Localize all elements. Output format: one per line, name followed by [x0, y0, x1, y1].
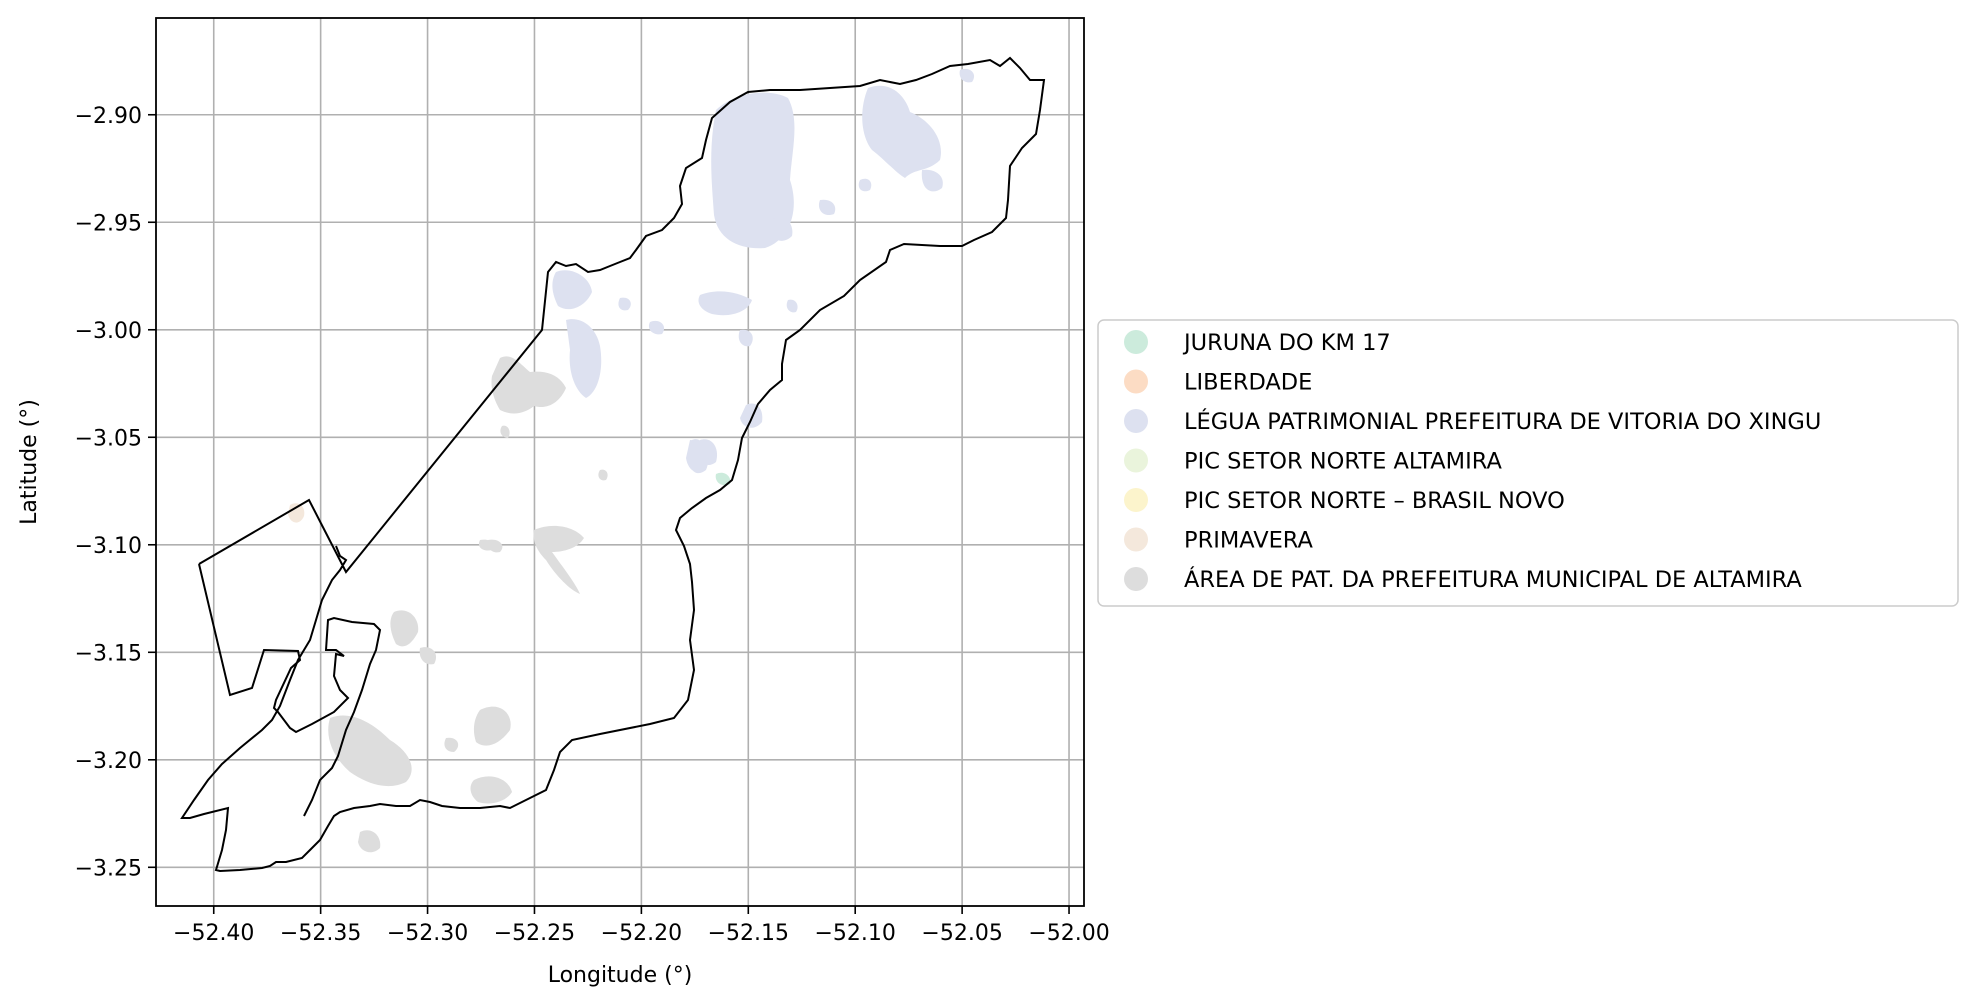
area-legua-patrimonial — [921, 169, 943, 192]
area-legua-patrimonial — [618, 297, 631, 311]
legend: JURUNA DO KM 17 LIBERDADE LÉGUA PATRIMONIA… — [1097, 319, 1959, 607]
x-tick-label: −52.00 — [1028, 921, 1109, 946]
area-altamira — [444, 737, 459, 752]
area-primavera — [288, 503, 305, 523]
legend-marker — [1124, 330, 1148, 354]
legend-marker — [1124, 409, 1148, 433]
x-axis-ticks: −52.40 −52.35 −52.30 −52.25 −52.20 −52.15 −52.… — [173, 906, 1110, 946]
x-tick-label: −52.30 — [387, 921, 468, 946]
x-tick-label: −52.10 — [814, 921, 895, 946]
legend-marker — [1124, 527, 1148, 552]
plot-area — [156, 18, 1084, 906]
area-altamira — [390, 610, 419, 647]
area-legua-patrimonial — [711, 92, 795, 249]
area-altamira — [500, 425, 510, 438]
area-legua-patrimonial — [818, 199, 836, 216]
area-altamira — [487, 539, 503, 553]
area-altamira — [470, 776, 512, 804]
area-altamira — [328, 715, 412, 787]
y-tick-label: −3.05 — [75, 426, 142, 451]
y-tick-label: −3.10 — [75, 534, 142, 559]
legend-label: ÁREA DE PAT. DA PREFEITURA MUNICIPAL DE … — [1184, 565, 1802, 593]
area-legua-patrimonial — [689, 443, 709, 474]
area-altamira — [473, 706, 511, 746]
area-legua-patrimonial — [566, 319, 602, 398]
x-tick-label: −52.20 — [601, 921, 682, 946]
boundary-outline — [198, 563, 382, 817]
legend-marker — [1124, 488, 1148, 512]
legend-label: LIBERDADE — [1184, 370, 1312, 396]
x-tick-label: −52.05 — [921, 921, 1002, 946]
area-legua-patrimonial — [959, 68, 975, 83]
area-altamira — [533, 525, 584, 594]
area-legua-patrimonial — [862, 85, 941, 178]
area-legua-patrimonial — [738, 329, 753, 347]
plot-frame — [155, 17, 1085, 907]
area-legua-patrimonial — [786, 299, 798, 313]
y-axis-ticks: −2.90 −2.95 −3.00 −3.05 −3.10 −3.15 −3.20 −3.25 — [75, 104, 156, 881]
legend-marker — [1124, 369, 1148, 394]
area-legua-patrimonial — [552, 270, 592, 310]
y-tick-label: −2.95 — [75, 211, 142, 236]
x-tick-label: −52.25 — [494, 921, 575, 946]
legend-items: JURUNA DO KM 17 LIBERDADE LÉGUA PATRIMONIA… — [1124, 330, 1821, 593]
y-tick-label: −3.15 — [75, 641, 142, 666]
legend-label: PIC SETOR NORTE – BRASIL NOVO — [1184, 488, 1565, 514]
area-altamira — [419, 647, 437, 665]
legend-label: PIC SETOR NORTE ALTAMIRA — [1184, 449, 1502, 475]
area-legua-patrimonial — [858, 178, 872, 192]
legend-marker — [1124, 567, 1148, 591]
legend-label: PRIMAVERA — [1184, 528, 1314, 554]
area-legua-patrimonial — [698, 291, 752, 316]
area-altamira — [358, 830, 381, 853]
y-tick-label: −2.90 — [75, 104, 142, 129]
x-tick-label: −52.15 — [708, 921, 789, 946]
area-legua-patrimonial — [768, 217, 793, 241]
legend-box — [1097, 319, 1959, 607]
area-legua-patrimonial — [746, 404, 758, 419]
y-tick-label: −3.25 — [75, 856, 142, 881]
x-tick-label: −52.40 — [173, 921, 254, 946]
y-tick-label: −3.00 — [75, 319, 142, 344]
boundary-outline — [180, 56, 1046, 873]
area-legua-patrimonial — [648, 320, 665, 335]
legend-label: LÉGUA PATRIMONIAL PREFEITURA DE VITORIA … — [1184, 407, 1821, 435]
x-axis-label: Longitude (°) — [548, 963, 693, 988]
area-altamira — [598, 469, 608, 481]
y-axis-label: Latitude (°) — [17, 399, 42, 525]
settlement-areas — [288, 68, 975, 853]
y-tick-label: −3.20 — [75, 749, 142, 774]
legend-marker — [1124, 448, 1148, 473]
area-juruna-km17 — [715, 472, 731, 486]
x-tick-label: −52.35 — [280, 921, 361, 946]
legend-label: JURUNA DO KM 17 — [1182, 330, 1391, 356]
